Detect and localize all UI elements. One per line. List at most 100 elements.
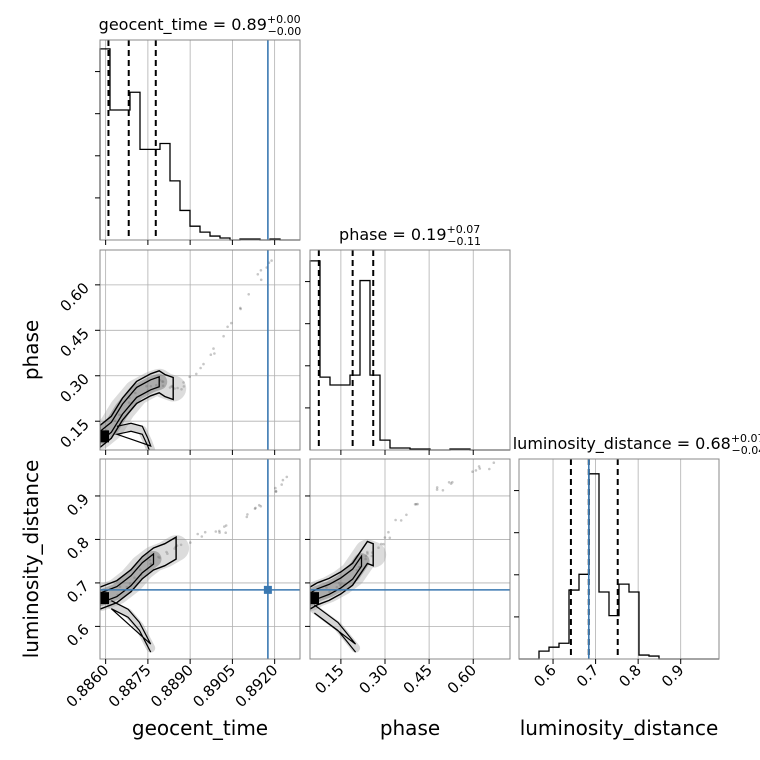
sample-point	[226, 325, 229, 329]
y-tick-label: 0.30	[56, 370, 92, 406]
sample-point	[128, 582, 132, 585]
y-axis-label: phase	[19, 320, 43, 380]
sample-point	[218, 531, 221, 534]
sample-point	[170, 384, 173, 388]
panel-content	[100, 250, 273, 450]
y-tick-label: 0.15	[56, 415, 92, 451]
sample-point	[366, 550, 369, 554]
sample-point	[471, 470, 474, 474]
sample-point	[274, 486, 277, 490]
sample-point	[149, 562, 152, 566]
sample-point	[134, 391, 137, 395]
sample-point	[387, 530, 390, 534]
y-axis-label: luminosity_distance	[19, 460, 43, 659]
panel-frame	[518, 458, 720, 660]
sample-point	[218, 529, 221, 533]
sample-point	[196, 532, 199, 536]
sample-point	[492, 461, 496, 465]
sample-point	[259, 269, 263, 272]
sample-point	[166, 552, 169, 555]
sample-point	[379, 542, 383, 546]
x-tick-label: 0.45	[400, 661, 436, 697]
sample-point	[340, 582, 344, 585]
sample-point	[274, 489, 278, 493]
sample-point	[113, 419, 117, 423]
x-tick-label: 0.8860	[63, 661, 113, 711]
sample-point	[239, 306, 242, 310]
sample-point	[127, 401, 131, 404]
sample-point	[158, 556, 161, 560]
sample-point	[247, 293, 250, 296]
sample-point	[182, 381, 185, 384]
sample-point	[176, 386, 179, 390]
sample-point	[212, 347, 215, 350]
histogram-title: geocent_time = 0.89+0.00 −0.00	[99, 13, 302, 38]
histogram-geocent_time	[99, 48, 300, 241]
sample-point	[222, 334, 225, 338]
contour-outer	[100, 535, 177, 610]
sample-point	[161, 384, 165, 388]
x-tick-label: 0.60	[444, 661, 480, 697]
sample-point	[168, 386, 172, 389]
sample-point	[200, 535, 204, 538]
panel-frame	[99, 458, 301, 660]
grid-lines	[552, 459, 682, 659]
sample-point	[246, 513, 249, 516]
sample-point	[161, 380, 165, 384]
panel-content	[310, 461, 510, 653]
x-tick-label: 0.30	[355, 661, 391, 697]
density-band	[100, 535, 190, 612]
sample-point	[414, 502, 418, 506]
y-tick-label: 0.6	[63, 620, 93, 650]
x-tick-label: 0.8890	[147, 661, 197, 711]
sample-point	[383, 536, 387, 539]
x-tick-label: 0.8905	[189, 661, 239, 711]
x-tick-label: 0.8	[615, 661, 645, 691]
sample-point	[165, 550, 168, 554]
sample-point	[180, 388, 183, 391]
sample-point	[203, 530, 207, 534]
sample-point	[149, 385, 153, 388]
sample-point	[394, 518, 397, 522]
sample-point	[133, 576, 136, 579]
sample-point	[399, 519, 403, 522]
sample-point	[364, 557, 367, 561]
density-band	[100, 373, 168, 445]
sample-point	[366, 552, 369, 555]
sample-point	[224, 531, 227, 534]
sample-point	[173, 547, 176, 550]
y-tick-label: 0.7	[63, 577, 93, 607]
sample-point	[230, 321, 233, 325]
sample-point	[435, 486, 439, 489]
histogram-luminosity_distance	[519, 473, 719, 660]
x-tick-label: 0.15	[311, 661, 347, 697]
sample-point	[337, 581, 341, 585]
sample-point	[245, 515, 249, 519]
panel-frame	[309, 249, 511, 451]
grid-lines	[105, 40, 276, 240]
sample-point	[478, 467, 482, 470]
sample-point	[239, 307, 242, 311]
sample-point	[338, 583, 342, 587]
sample-point	[388, 536, 392, 540]
sample-point	[253, 507, 257, 511]
sample-point	[449, 482, 453, 485]
sample-point	[370, 554, 374, 558]
sample-point	[259, 505, 263, 508]
sample-point	[364, 554, 368, 558]
x-axis-label: phase	[380, 716, 440, 740]
sample-point	[148, 558, 152, 562]
x-tick-label: 0.9	[658, 661, 688, 691]
sample-point	[188, 375, 191, 379]
sample-point	[223, 525, 226, 528]
contour-inner	[100, 552, 155, 604]
sample-point	[488, 467, 491, 471]
sample-point	[139, 568, 142, 571]
panel-content	[100, 459, 300, 659]
contour-spur	[314, 604, 357, 653]
sample-point	[117, 413, 121, 417]
contour-spur	[110, 600, 152, 653]
truth-marker	[263, 585, 272, 594]
histogram-title: phase = 0.19+0.07 −0.11	[339, 223, 481, 248]
sample-point	[377, 546, 380, 549]
